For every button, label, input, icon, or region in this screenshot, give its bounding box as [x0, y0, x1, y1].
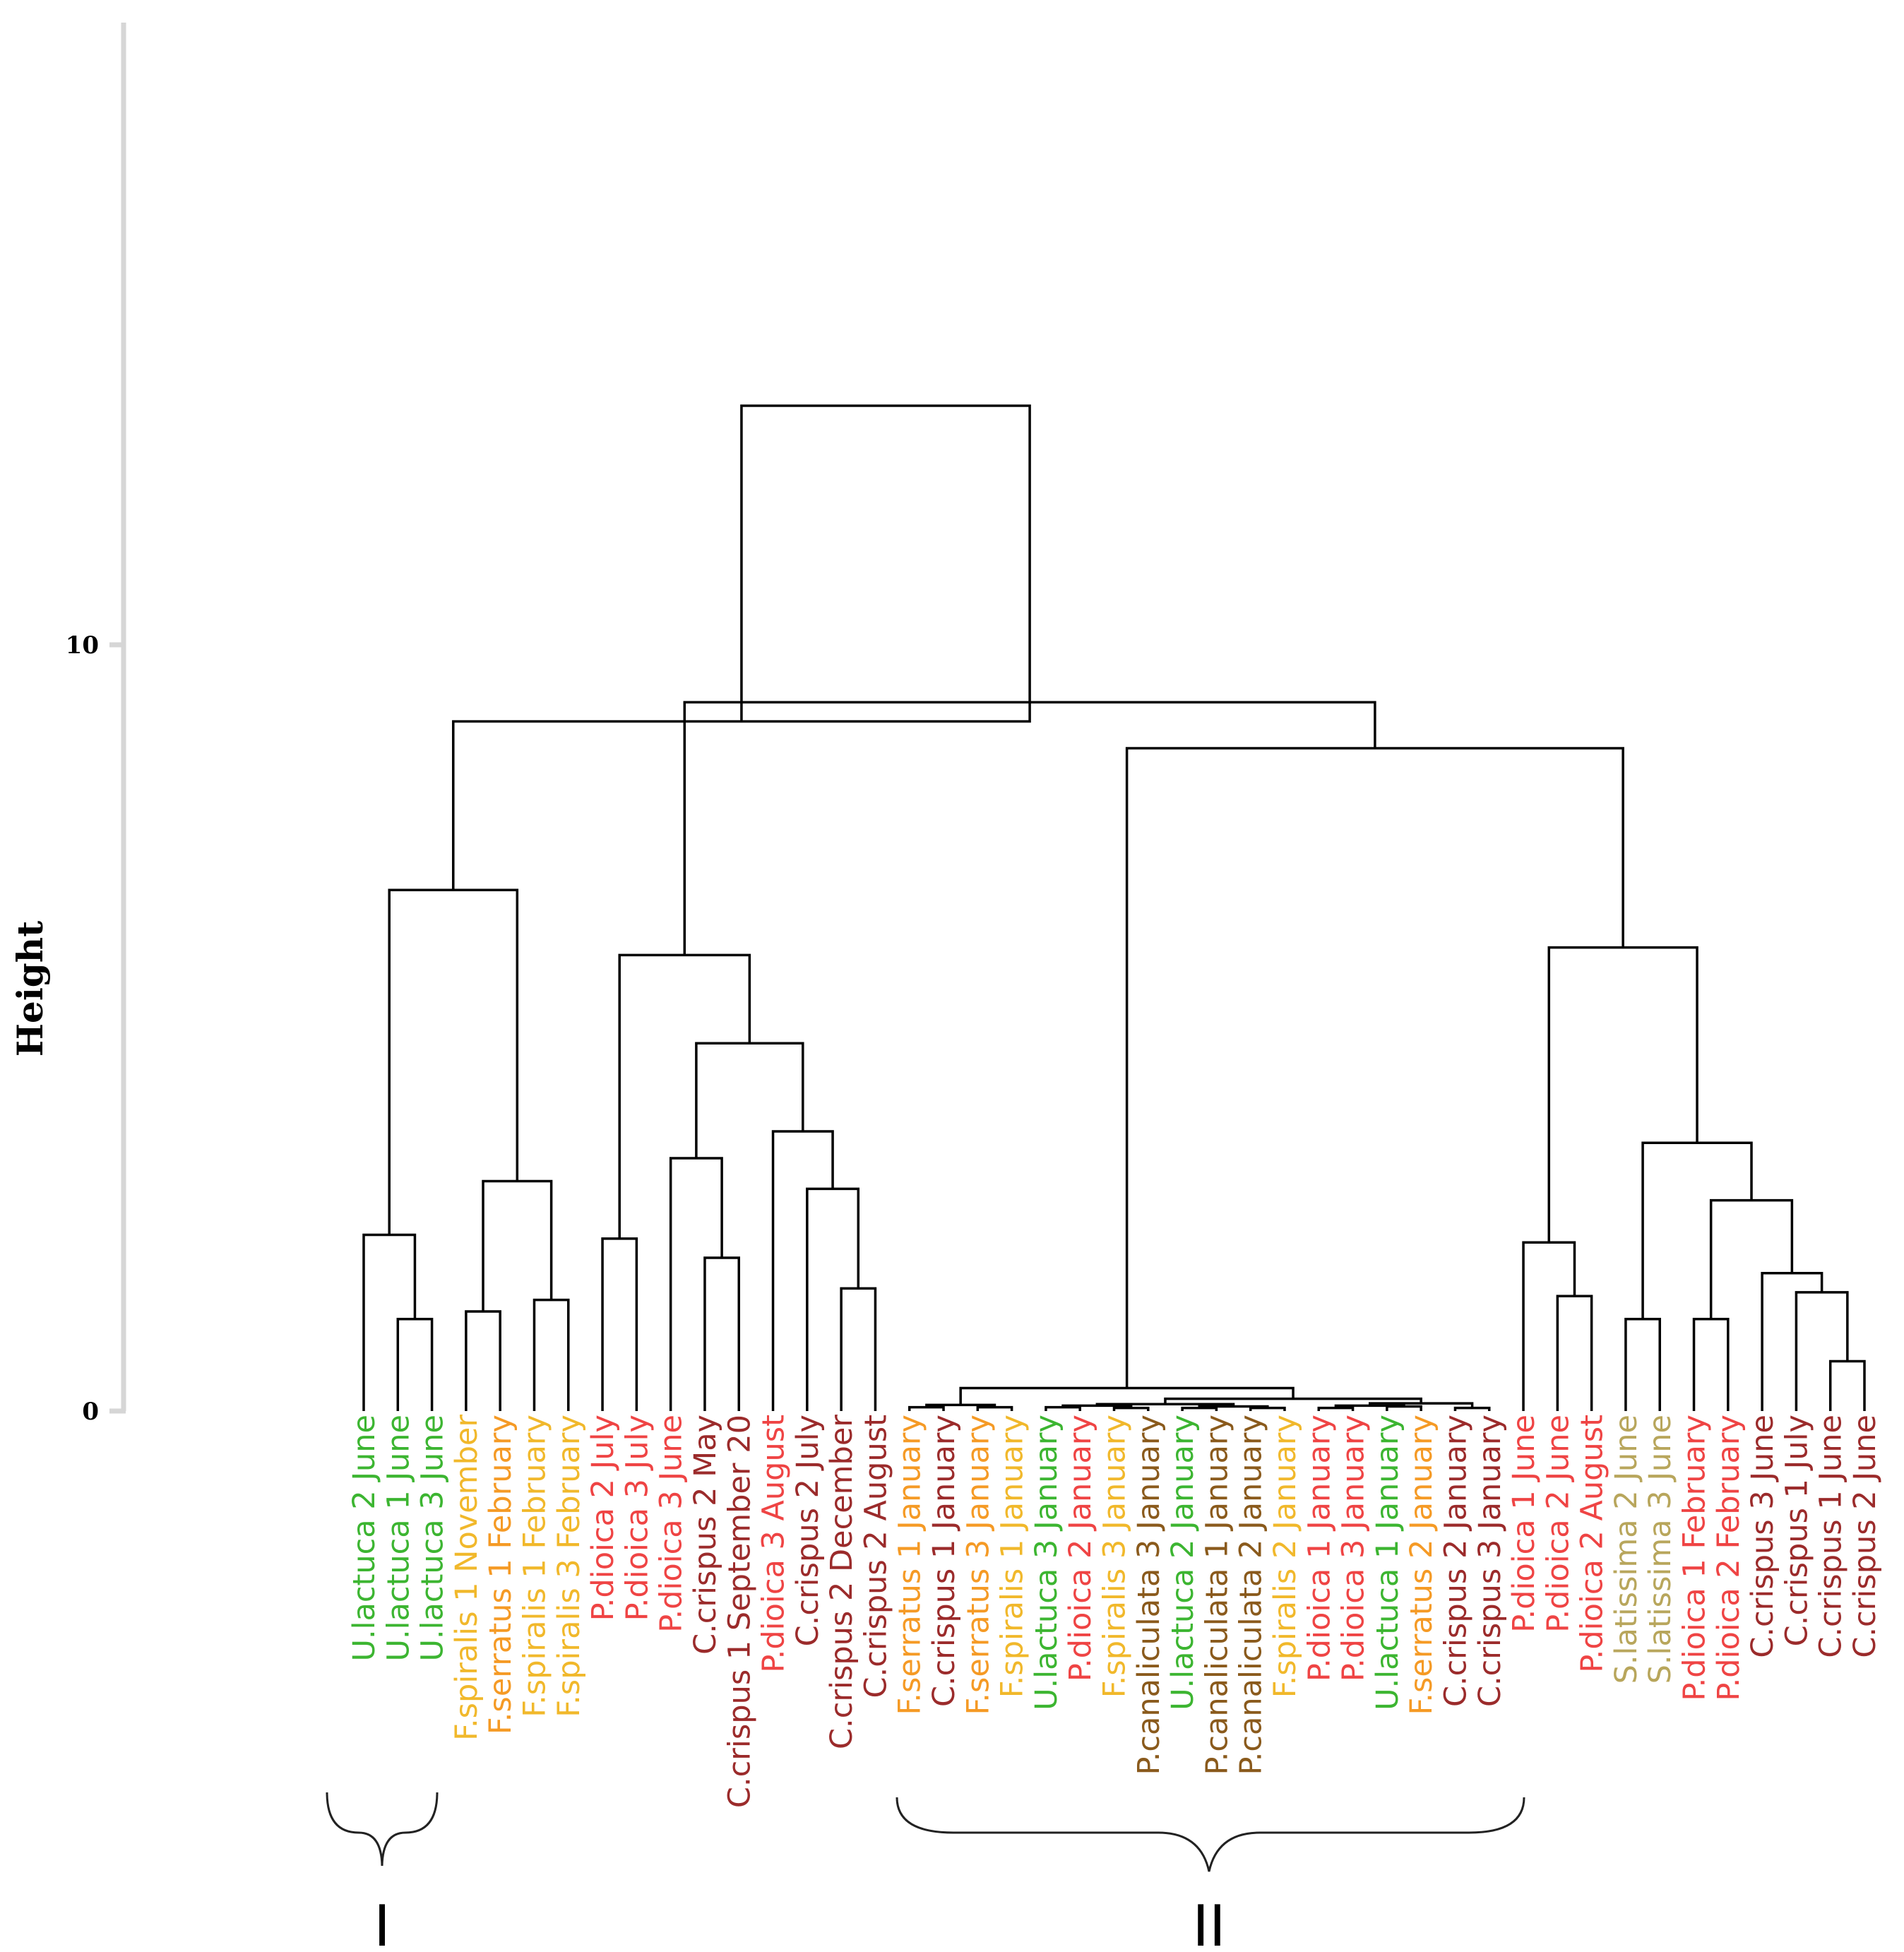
branch-merge-17	[1045, 1405, 1081, 1411]
leaf-label: F.serratus 2 January	[1404, 1415, 1439, 1715]
branch-merge-0	[396, 1318, 434, 1411]
branch-merge-19	[1061, 1404, 1133, 1408]
leaf-label: C.crispus 1 January	[927, 1415, 962, 1707]
branch-merge-37	[1761, 1271, 1823, 1411]
branch-merge-15	[976, 1405, 1013, 1411]
branch-merge-7	[703, 1256, 740, 1411]
group-brace-ii	[896, 1797, 1525, 1872]
branch-merge-40	[1547, 946, 1698, 1243]
branch-merge-20	[1181, 1406, 1218, 1411]
leaf-label: F.spiralis 3 February	[552, 1415, 587, 1718]
leaf-label: U.lactuca 3 January	[1029, 1415, 1064, 1710]
leaf-label: U.lactuca 1 June	[381, 1415, 416, 1662]
leaf-label: P.dioica 1 February	[1677, 1415, 1713, 1701]
y-tick-label-10: 10	[66, 631, 99, 660]
branch-merge-30	[959, 1386, 1295, 1405]
branch-merge-39	[1641, 1141, 1753, 1319]
leaf-label: P.canaliculata 1 January	[1199, 1415, 1234, 1775]
branch-merge-2	[465, 1310, 501, 1411]
leaf-label: P.dioica 2 January	[1063, 1415, 1098, 1682]
branch-merge-24	[1317, 1406, 1355, 1411]
leaf-label: U.lactuca 1 January	[1370, 1415, 1405, 1710]
leaf-label: U.lactuca 2 June	[347, 1415, 382, 1662]
branch-merge-38	[1709, 1198, 1794, 1319]
branch-merge-32	[1522, 1241, 1576, 1411]
leaf-label: F.spiralis 2 January	[1268, 1415, 1303, 1698]
branch-merge-9	[840, 1287, 877, 1411]
leaf-label: C.crispus 2 July	[790, 1415, 826, 1646]
dendrogram-branches	[362, 404, 1866, 1411]
leaf-label: P.canaliculata 2 January	[1234, 1415, 1269, 1775]
branch-merge-26	[1334, 1404, 1405, 1408]
leaf-label: C.crispus 2 December	[824, 1415, 859, 1749]
branch-merge-4	[482, 1179, 553, 1311]
group-label-ii: II	[1192, 1893, 1225, 1952]
branch-merge-35	[1828, 1359, 1866, 1411]
leaf-label: P.dioica 2 February	[1711, 1415, 1747, 1701]
leaf-label: C.crispus 2 August	[858, 1415, 893, 1698]
branch-merge-14	[908, 1405, 945, 1411]
leaf-label: C.crispus 3 June	[1745, 1415, 1780, 1658]
leaf-label: C.crispus 1 June	[1814, 1415, 1849, 1658]
leaf-label: S.latissima 3 June	[1643, 1415, 1678, 1684]
leaf-label: C.crispus 2 January	[1438, 1415, 1473, 1707]
leaf-label: F.serratus 1 February	[483, 1415, 518, 1734]
group-brace-i	[326, 1792, 439, 1867]
branch-merge-13	[618, 953, 751, 1239]
leaf-label: P.canaliculata 3 January	[1131, 1415, 1167, 1775]
branch-merge-5	[388, 888, 519, 1235]
leaf-label: C.crispus 1 July	[1779, 1415, 1814, 1646]
branch-merge-36	[1795, 1291, 1849, 1411]
leaf-label: F.spiralis 1 January	[995, 1415, 1030, 1698]
branch-merge-8	[669, 1157, 723, 1411]
leaf-label: P.dioica 3 August	[756, 1415, 792, 1673]
branch-merge-21	[1249, 1406, 1286, 1411]
leaf-label: P.dioica 1 January	[1302, 1415, 1337, 1682]
branch-merge-10	[806, 1187, 860, 1411]
branch-merge-33	[1624, 1318, 1661, 1411]
branch-merge-1	[362, 1233, 417, 1411]
branch-merge-18	[1112, 1406, 1150, 1411]
leaf-label: U.lactuca 3 June	[415, 1415, 451, 1662]
branch-merge-27	[1453, 1406, 1491, 1411]
branch-merge-25	[1386, 1405, 1422, 1411]
leaf-label: P.dioica 2 July	[585, 1415, 621, 1621]
leaf-label: P.dioica 1 June	[1506, 1415, 1542, 1633]
y-tick-label-0: 0	[82, 1398, 99, 1426]
branch-merge-3	[532, 1298, 570, 1411]
branch-merge-43	[452, 702, 1031, 891]
group-label-i: I	[374, 1893, 391, 1952]
leaf-label: C.crispus 2 June	[1848, 1415, 1883, 1658]
leaf-label: U.lactuca 2 January	[1165, 1415, 1201, 1710]
branch-merge-11	[771, 1130, 834, 1411]
leaf-label: P.dioica 2 June	[1540, 1415, 1576, 1633]
leaf-label: P.dioica 3 July	[619, 1415, 655, 1621]
leaf-label: S.latissima 2 June	[1609, 1415, 1644, 1684]
y-axis: 0 10 Height	[9, 23, 126, 1426]
leaf-label: P.dioica 3 June	[654, 1415, 689, 1633]
leaf-label: C.crispus 1 September 20	[722, 1415, 757, 1808]
branch-merge-6	[601, 1237, 638, 1411]
branch-merge-12	[695, 1042, 804, 1158]
leaf-label: P.dioica 2 August	[1575, 1415, 1610, 1673]
leaf-label: F.spiralis 3 January	[1097, 1415, 1133, 1698]
branch-merge-44	[740, 404, 1031, 722]
leaf-label: P.dioica 3 January	[1336, 1415, 1372, 1682]
branch-merge-31	[1556, 1295, 1593, 1411]
branch-merge-42	[683, 701, 1376, 956]
y-axis-title: Height	[9, 921, 51, 1057]
cluster-groups: I II	[326, 1792, 1525, 1952]
branch-merge-34	[1692, 1318, 1730, 1411]
leaf-label: F.serratus 3 January	[960, 1415, 996, 1715]
leaf-label: F.spiralis 1 November	[449, 1415, 484, 1741]
leaf-label: F.spiralis 1 February	[517, 1415, 552, 1718]
leaf-label: C.crispus 2 May	[688, 1415, 723, 1655]
leaf-label: F.serratus 1 January	[893, 1415, 928, 1715]
leaf-label: C.crispus 3 January	[1472, 1415, 1508, 1707]
